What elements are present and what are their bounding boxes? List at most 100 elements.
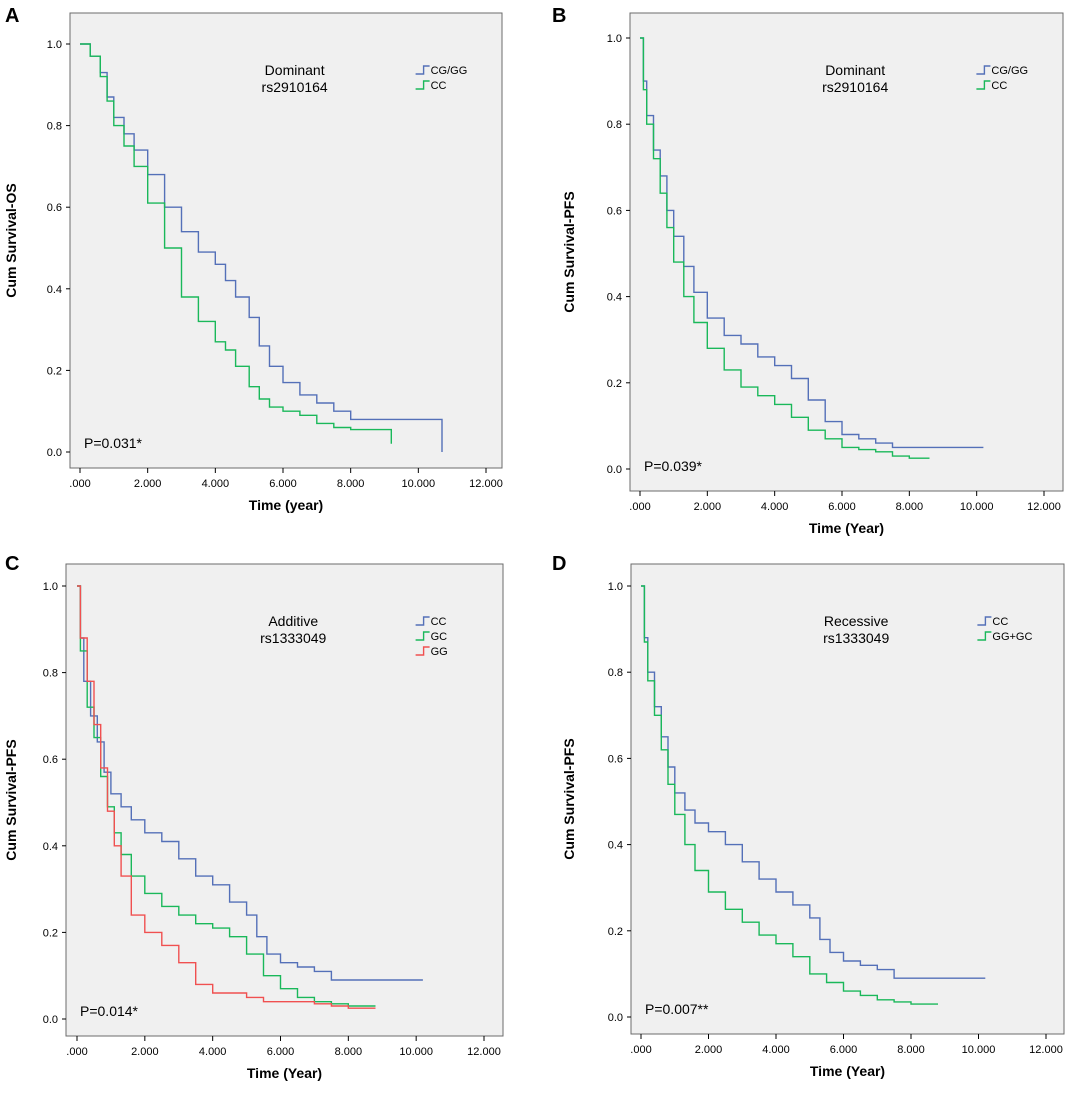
x-tick-label: 4.000	[761, 501, 789, 513]
legend-swatch	[977, 631, 992, 641]
x-tick-label: 8.000	[335, 1046, 363, 1058]
series-line-cc	[640, 37, 930, 459]
y-tick-label: 0.0	[607, 464, 622, 476]
legend-label: CC	[431, 80, 447, 92]
x-tick-label: 6.000	[830, 1044, 858, 1056]
y-tick-label: 0.4	[47, 284, 62, 296]
series-line-cg-gg	[640, 37, 984, 449]
y-tick-label: 0.0	[43, 1014, 58, 1026]
y-tick-label: 0.8	[607, 119, 622, 131]
chart-title-line: rs1333049	[823, 630, 889, 646]
x-tick-label: 2.000	[695, 1044, 723, 1056]
y-tick-label: 1.0	[47, 39, 62, 51]
x-tick-label: 8.000	[896, 501, 924, 513]
y-tick-label: 1.0	[608, 581, 623, 593]
y-tick-label: 0.4	[608, 840, 623, 852]
legend-swatch	[976, 65, 991, 75]
chart-title-line: Recessive	[824, 613, 889, 629]
p-value-annotation: P=0.007**	[645, 1001, 709, 1017]
panel-letter: C	[5, 553, 19, 575]
x-tick-label: 10.000	[399, 1046, 433, 1058]
legend-label: CC	[431, 616, 447, 628]
x-axis-label: Time (Year)	[810, 1063, 885, 1079]
legend-swatch	[415, 80, 430, 90]
chart-title-line: rs1333049	[260, 630, 326, 646]
x-axis-label: Time (year)	[249, 497, 323, 513]
y-tick-label: 1.0	[43, 581, 58, 593]
panel-a: A 0.0 0.2 0.4 0.6 0.8 1.0 .000 2.000 4.000 6.000 8.…	[0, 0, 536, 548]
x-tick-label: 4.000	[199, 1046, 227, 1058]
y-axis-label: Cum Survival-PFS	[561, 738, 577, 859]
chart-title-line: Dominant	[825, 62, 885, 78]
legend-label: GC	[431, 631, 448, 643]
legend-swatch	[976, 80, 991, 90]
legend-swatch	[415, 65, 430, 75]
series-line-gg-gc	[641, 585, 938, 1005]
x-tick-label: 12.000	[1029, 1044, 1063, 1056]
panel-d: D 0.0 0.2 0.4 0.6 0.8 1.0 .000 2.000 4.000 6.000 8.…	[536, 548, 1072, 1097]
legend-label: CC	[991, 80, 1007, 92]
p-value-annotation: P=0.031*	[84, 435, 143, 451]
x-tick-label: 12.000	[469, 478, 503, 490]
legend-swatch	[415, 631, 430, 641]
x-tick-label: .000	[629, 501, 650, 513]
p-value-annotation: P=0.014*	[80, 1003, 139, 1019]
x-axis-label: Time (Year)	[247, 1065, 322, 1081]
x-axis-label: Time (Year)	[809, 520, 884, 536]
legend-swatch	[977, 616, 992, 626]
x-tick-label: 4.000	[202, 478, 230, 490]
chart-title-line: Additive	[268, 613, 318, 629]
panel-letter: B	[552, 5, 566, 27]
chart-title-line: rs2910164	[822, 79, 888, 95]
x-tick-label: 8.000	[337, 478, 365, 490]
y-tick-label: 0.4	[607, 292, 622, 304]
y-tick-label: 0.2	[43, 927, 58, 939]
x-tick-label: 10.000	[402, 478, 436, 490]
chart-svg: A 0.0 0.2 0.4 0.6 0.8 1.0 .000 2.000 4.000 6.000 8.…	[3, 5, 503, 513]
p-value-annotation: P=0.039*	[644, 458, 703, 474]
x-tick-label: 4.000	[762, 1044, 790, 1056]
y-tick-label: 0.8	[47, 121, 62, 133]
plot-area	[69, 12, 503, 469]
x-tick-label: .000	[66, 1046, 87, 1058]
x-tick-label: 12.000	[1027, 501, 1061, 513]
x-tick-label: 2.000	[134, 478, 162, 490]
legend-label: GG+GC	[992, 631, 1032, 643]
y-tick-label: 1.0	[607, 33, 622, 45]
y-axis-label: Cum Survival-PFS	[561, 191, 577, 312]
y-axis-label: Cum Survival-PFS	[3, 739, 19, 860]
y-tick-label: 0.4	[43, 841, 58, 853]
y-tick-label: 0.6	[43, 754, 58, 766]
x-tick-label: .000	[630, 1044, 651, 1056]
y-tick-label: 0.2	[47, 365, 62, 377]
y-tick-label: 0.8	[608, 667, 623, 679]
x-tick-label: 2.000	[131, 1046, 159, 1058]
series-line-cc	[77, 585, 423, 981]
x-tick-label: 6.000	[828, 501, 856, 513]
chart-title-line: rs2910164	[262, 79, 328, 95]
y-tick-label: 0.2	[608, 926, 623, 938]
x-tick-label: .000	[69, 478, 90, 490]
panel-letter: D	[552, 553, 566, 575]
legend-label: CG/GG	[431, 65, 468, 77]
legend-label: GG	[431, 646, 448, 658]
y-tick-label: 0.6	[47, 202, 62, 214]
y-axis-label: Cum Survival-OS	[3, 183, 19, 297]
panel-c: C 0.0 0.2 0.4 0.6 0.8 1.0 .000 2.000 4.000 6.000 8.…	[0, 548, 536, 1097]
y-tick-label: 0.2	[607, 378, 622, 390]
x-tick-label: 2.000	[694, 501, 722, 513]
chart-svg: B 0.0 0.2 0.4 0.6 0.8 1.0 .000 2.000 4.000 6.000 8.…	[552, 5, 1064, 536]
legend-label: CC	[992, 616, 1008, 628]
y-tick-label: 0.0	[608, 1012, 623, 1024]
y-tick-label: 0.8	[43, 668, 58, 680]
y-tick-label: 0.6	[608, 753, 623, 765]
series-line-gg	[77, 585, 376, 1009]
legend-swatch	[415, 616, 430, 626]
panel-letter: A	[5, 5, 19, 27]
chart-svg: D 0.0 0.2 0.4 0.6 0.8 1.0 .000 2.000 4.000 6.000 8.…	[552, 553, 1065, 1079]
chart-svg: C 0.0 0.2 0.4 0.6 0.8 1.0 .000 2.000 4.000 6.000 8.…	[3, 553, 504, 1081]
x-tick-label: 6.000	[269, 478, 297, 490]
panel-b: B 0.0 0.2 0.4 0.6 0.8 1.0 .000 2.000 4.000 6.000 8.…	[536, 0, 1072, 548]
plot-area	[630, 563, 1065, 1035]
x-tick-label: 12.000	[467, 1046, 501, 1058]
